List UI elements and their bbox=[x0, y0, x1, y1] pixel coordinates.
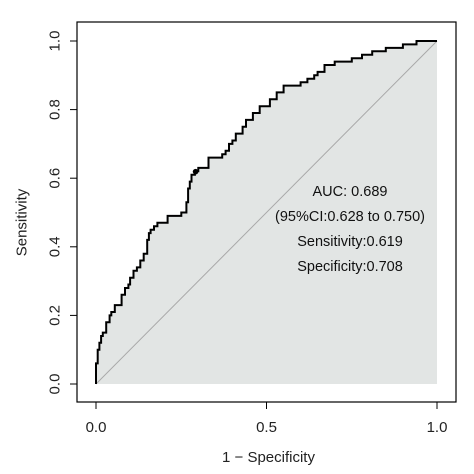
y-tick-label: 0.0 bbox=[47, 374, 64, 395]
x-tick-label: 1.0 bbox=[427, 419, 448, 436]
ci-text: (95%CI:0.628 to 0.750) bbox=[275, 209, 425, 225]
x-axis-title: 1 − Specificity bbox=[222, 449, 315, 466]
y-axis-title: Sensitivity bbox=[14, 188, 31, 256]
x-tick-label: 0.5 bbox=[256, 419, 277, 436]
auc-text: AUC: 0.689 bbox=[313, 184, 388, 200]
y-tick-label: 0.2 bbox=[47, 305, 64, 326]
y-tick-label: 1.0 bbox=[47, 31, 64, 52]
annotation-box: AUC: 0.689 (95%CI:0.628 to 0.750) Sensit… bbox=[275, 184, 425, 275]
optimal-cutoff-point bbox=[192, 168, 199, 175]
y-axis: 0.0 0.2 0.4 0.6 0.8 1.0 bbox=[47, 31, 78, 395]
roc-curve bbox=[95, 40, 437, 384]
y-tick-label: 0.4 bbox=[47, 236, 64, 257]
x-axis: 0.0 0.5 1.0 bbox=[86, 401, 448, 436]
x-tick-label: 0.0 bbox=[86, 419, 107, 436]
y-tick-label: 0.8 bbox=[47, 99, 64, 120]
sensitivity-text: Sensitivity:0.619 bbox=[297, 234, 403, 250]
reference-diagonal bbox=[95, 40, 438, 385]
y-tick-label: 0.6 bbox=[47, 168, 64, 189]
specificity-text: Specificity:0.708 bbox=[297, 259, 403, 275]
